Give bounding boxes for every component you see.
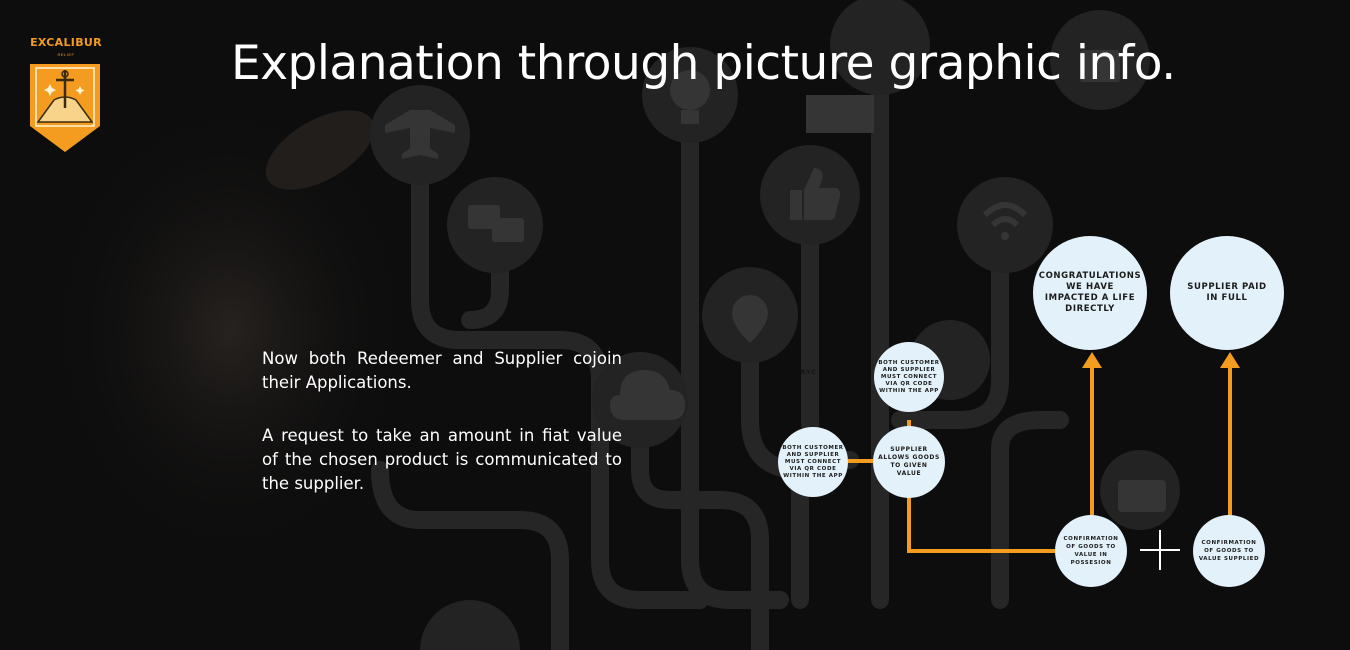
plus-icon (1140, 530, 1180, 570)
node-supplier-paid: SUPPLIER PAID IN FULL (1170, 236, 1284, 350)
node-left-connect: BOTH CUSTOMER AND SUPPLIER MUST CONNECT … (778, 427, 848, 497)
location-pin-icon (732, 295, 768, 343)
camera-icon (1118, 480, 1166, 512)
lock-icon (1080, 50, 1120, 82)
wifi-icon (982, 202, 1028, 218)
page-title: Explanation through picture graphic info… (231, 36, 1176, 91)
envelope-icon (806, 95, 874, 133)
node-confirm-possession: CONFIRMATION OF GOODS TO VALUE IN POSSES… (1055, 515, 1127, 587)
lightbulb-icon (670, 70, 710, 110)
airplane-icon (385, 110, 455, 159)
node-congratulations: CONGRATULATIONS WE HAVE IMPACTED A LIFE … (1033, 236, 1147, 350)
kyc-label: KYC (801, 370, 817, 376)
logo-tagline: RELIEF (57, 52, 75, 57)
hand-silhouette (40, 90, 420, 570)
paragraph-cojoin: Now both Redeemer and Supplier cojoin th… (262, 349, 622, 392)
shield-logo-icon (30, 64, 100, 152)
logo-name: EXCALIBUR (30, 36, 102, 49)
paragraph-request: A request to take an amount in fiat valu… (262, 426, 622, 493)
node-top-connect: BOTH CUSTOMER AND SUPPLIER MUST CONNECT … (874, 342, 944, 412)
cloud-upload-icon (610, 370, 685, 420)
node-supplier-allows: SUPPLIER ALLOWS GOODS TO GIVEN VALUE (873, 426, 945, 498)
node-confirm-supplied: CONFIRMATION OF GOODS TO VALUE SUPPLIED (1193, 515, 1265, 587)
thumbs-up-icon (790, 190, 802, 220)
